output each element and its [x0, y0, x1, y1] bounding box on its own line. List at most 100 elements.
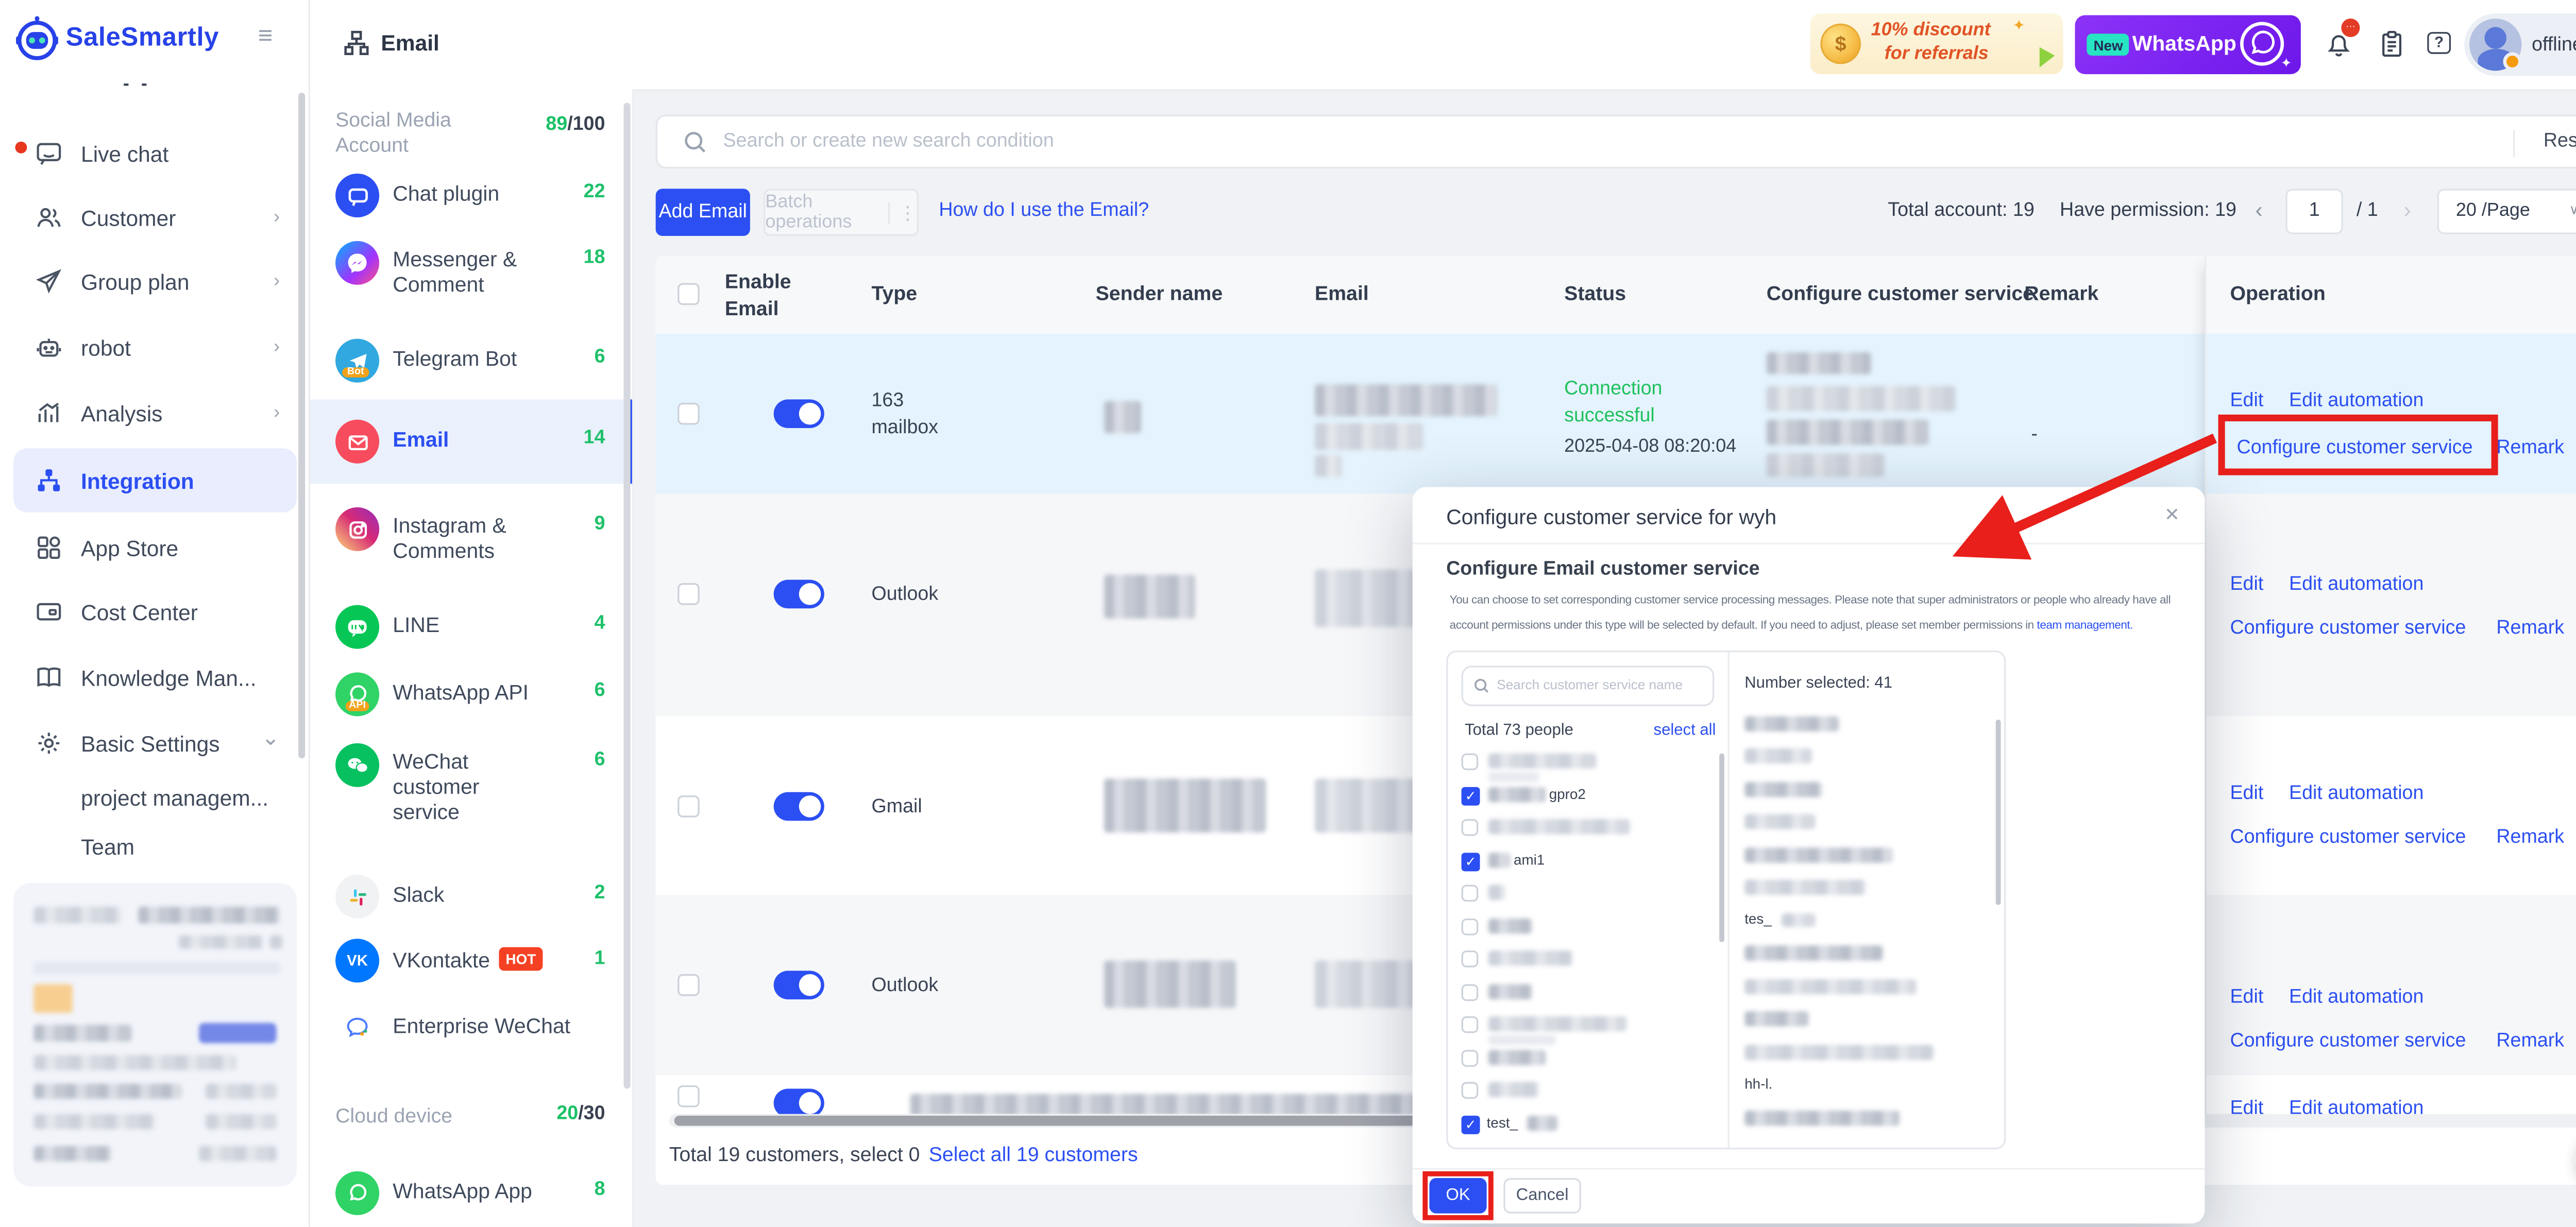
reset-button[interactable]: Reset	[2543, 131, 2576, 152]
cs-checkbox-checked[interactable]: ✓	[1461, 1115, 1480, 1134]
sidebar-subitem-project-management[interactable]: project managem...	[13, 772, 297, 822]
sidebar-item-customer[interactable]: Customer ›	[13, 185, 297, 249]
batch-operations-button[interactable]: Batch operations ⋮	[764, 189, 919, 236]
cs-checkbox[interactable]	[1461, 1050, 1479, 1067]
cs-checkbox[interactable]	[1461, 918, 1479, 935]
edit-automation-link[interactable]: Edit automation	[2289, 783, 2424, 804]
configure-customer-service-link[interactable]: Configure customer service	[2236, 438, 2473, 458]
redacted-email	[1314, 384, 1497, 417]
channel-item-telegram-bot[interactable]: Bot Telegram Bot 6	[309, 335, 632, 386]
edit-automation-link[interactable]: Edit automation	[2289, 574, 2424, 595]
search-icon	[683, 130, 708, 155]
cs-checkbox[interactable]	[1461, 950, 1479, 967]
cs-checkbox[interactable]	[1461, 984, 1479, 1001]
cs-checkbox[interactable]	[1461, 819, 1479, 836]
next-page-icon[interactable]: ›	[2403, 197, 2411, 223]
selected-list-scrollbar[interactable]	[1995, 720, 2001, 905]
channel-scrollbar[interactable]	[623, 103, 631, 1089]
remark-link[interactable]: Remark	[2496, 438, 2565, 458]
cs-checkbox[interactable]	[1461, 753, 1479, 771]
sidebar-item-basic-settings[interactable]: Basic Settings ⌄	[13, 711, 297, 775]
edit-link[interactable]: Edit	[2230, 574, 2264, 595]
help-icon[interactable]: ?	[2427, 32, 2451, 54]
sidebar-item-integration[interactable]: Integration	[13, 448, 297, 513]
channel-item-enterprise-wechat[interactable]: Enterprise WeChat	[309, 1003, 632, 1053]
sidebar-item-label: Analysis	[81, 400, 163, 426]
cs-list-scrollbar[interactable]	[1719, 753, 1724, 942]
horizontal-scrollbar-thumb[interactable]	[674, 1115, 1433, 1126]
search-bar[interactable]: Search or create new search condition Re…	[655, 114, 2576, 169]
configure-customer-service-link[interactable]: Configure customer service	[2230, 1031, 2466, 1052]
select-all-link[interactable]: select all	[1653, 721, 1716, 740]
cs-checkbox-checked[interactable]: ✓	[1461, 853, 1480, 872]
channel-label: Telegram Bot	[393, 347, 517, 371]
cancel-button[interactable]: Cancel	[1503, 1178, 1581, 1214]
cs-search-input[interactable]: Search customer service name	[1461, 666, 1715, 706]
team-management-link[interactable]: team management.	[2037, 620, 2133, 632]
enable-toggle[interactable]	[773, 792, 824, 821]
remark-link[interactable]: Remark	[2496, 827, 2565, 848]
cs-checkbox[interactable]	[1461, 1016, 1479, 1033]
enable-toggle[interactable]	[773, 580, 824, 609]
channel-item-chat-plugin[interactable]: Chat plugin 22	[309, 170, 632, 220]
enable-toggle[interactable]	[773, 1088, 824, 1118]
channel-item-instagram[interactable]: Instagram & Comments 9	[309, 501, 632, 582]
cs-search-placeholder: Search customer service name	[1497, 677, 1683, 693]
chevron-down-icon: ∨	[2569, 202, 2576, 217]
help-email-link[interactable]: How do I use the Email?	[939, 200, 1149, 221]
row-checkbox[interactable]	[677, 583, 700, 605]
row-checkbox[interactable]	[677, 974, 700, 996]
channel-item-wechat-cs[interactable]: WeChat customer service 6	[309, 733, 632, 855]
edit-link[interactable]: Edit	[2230, 391, 2264, 412]
whatsapp-banner[interactable]: New WhatsApp ✦	[2075, 15, 2301, 74]
sidebar-item-group-plan[interactable]: Group plan ›	[13, 249, 297, 313]
enable-toggle[interactable]	[773, 399, 824, 429]
remark-link[interactable]: Remark	[2496, 618, 2565, 639]
cs-checkbox[interactable]	[1461, 884, 1479, 902]
prev-page-icon[interactable]: ‹	[2255, 197, 2263, 223]
edit-link[interactable]: Edit	[2230, 987, 2264, 1008]
cs-checkbox[interactable]	[1461, 1082, 1479, 1099]
sidebar-item-analysis[interactable]: Analysis ›	[13, 381, 297, 445]
configure-customer-service-link[interactable]: Configure customer service	[2230, 827, 2466, 848]
page-number-input[interactable]: 1	[2285, 189, 2343, 234]
channel-item-whatsapp-app[interactable]: WhatsApp App 8	[309, 1168, 632, 1218]
edit-automation-link[interactable]: Edit automation	[2289, 987, 2424, 1008]
sidebar-item-cost-center[interactable]: Cost Center	[13, 580, 297, 643]
edit-automation-link[interactable]: Edit automation	[2289, 391, 2424, 412]
ok-button[interactable]: OK	[1429, 1178, 1487, 1214]
channel-item-email[interactable]: Email 14	[308, 399, 632, 484]
sidebar: SaleSmartly ≡ - - Live chat Customer › G…	[0, 0, 310, 1227]
row-checkbox[interactable]	[677, 402, 700, 425]
cs-checkbox-checked[interactable]: ✓	[1461, 787, 1480, 806]
sidebar-item-knowledge[interactable]: Knowledge Man...	[13, 645, 297, 709]
redacted-agents	[1766, 419, 1928, 445]
enable-toggle[interactable]	[773, 970, 824, 1000]
collapse-menu-icon[interactable]: ≡	[258, 22, 273, 51]
add-email-button[interactable]: Add Email	[655, 189, 750, 236]
select-all-checkbox[interactable]	[677, 283, 700, 305]
remark-link[interactable]: Remark	[2496, 1031, 2565, 1052]
clipboard-icon[interactable]	[2378, 30, 2405, 59]
sidebar-scrollbar[interactable]	[298, 92, 306, 759]
row-checkbox[interactable]	[677, 1085, 700, 1107]
sidebar-item-robot[interactable]: robot ›	[13, 315, 297, 379]
channel-item-messenger[interactable]: Messenger & Comment 18	[309, 234, 632, 315]
channel-count: 6	[594, 680, 605, 702]
user-menu[interactable]: offline ▾	[2464, 13, 2576, 76]
configure-customer-service-link[interactable]: Configure customer service	[2230, 618, 2466, 639]
channel-item-whatsapp-api[interactable]: API WhatsApp API 6	[309, 669, 632, 720]
referral-banner[interactable]: $ 10% discount for referrals ✦	[1810, 13, 2063, 74]
edit-link[interactable]: Edit	[2230, 783, 2264, 804]
sidebar-item-live-chat[interactable]: Live chat	[13, 122, 297, 185]
notification-bell-icon[interactable]	[2325, 30, 2353, 59]
select-all-customers-link[interactable]: Select all 19 customers	[928, 1143, 1138, 1167]
close-icon[interactable]: ✕	[2164, 505, 2180, 526]
channel-item-slack[interactable]: Slack 2	[309, 871, 632, 922]
sidebar-item-app-store[interactable]: App Store	[13, 516, 297, 580]
page-size-select[interactable]: 20 /Page ∨	[2437, 189, 2576, 234]
sidebar-subitem-team[interactable]: Team	[13, 823, 297, 870]
row-checkbox[interactable]	[677, 795, 700, 817]
channel-item-vkontakte[interactable]: VK VKontakte HOT 1	[309, 935, 632, 990]
channel-item-line[interactable]: LINE 4	[309, 602, 632, 652]
